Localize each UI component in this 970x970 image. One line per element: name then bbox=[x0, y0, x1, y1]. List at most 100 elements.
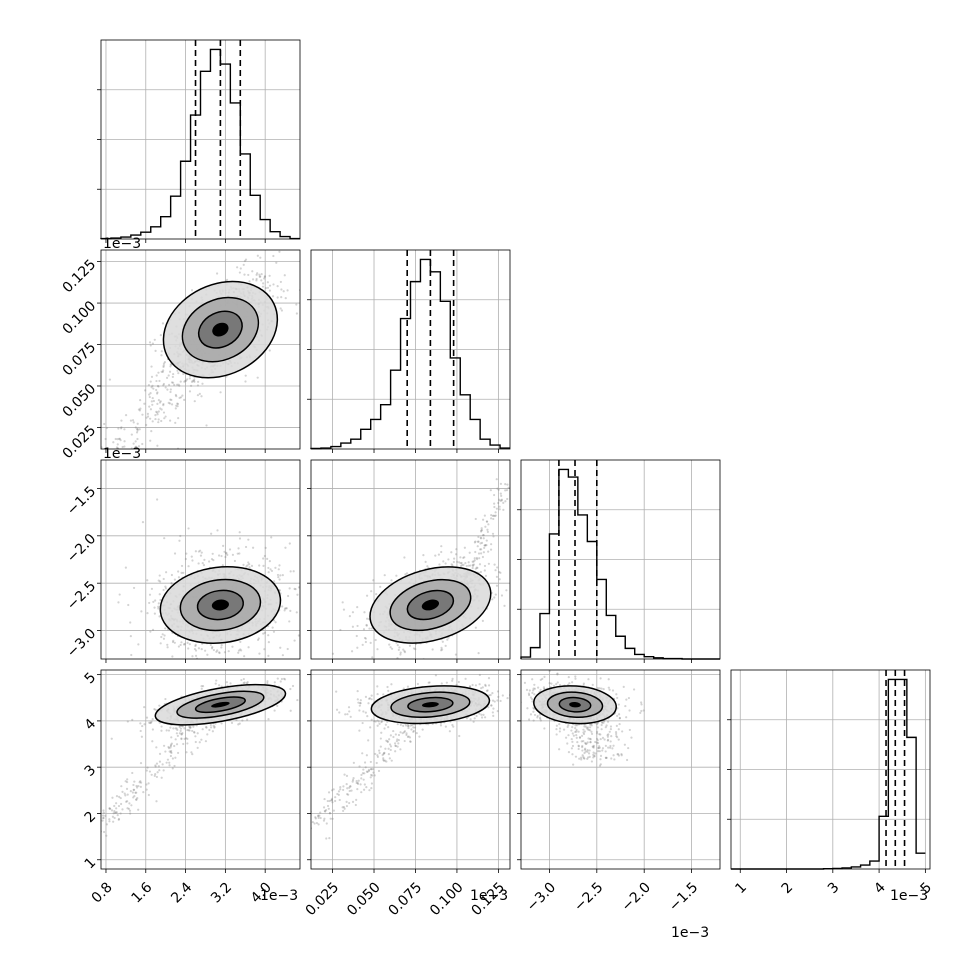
scatter-panel-r2-c1-point bbox=[499, 571, 502, 574]
scatter-panel-r3-c0-point bbox=[220, 722, 223, 725]
scatter-panel-r2-c0-point bbox=[277, 576, 280, 579]
scatter-panel-r1-c0-tail-point bbox=[196, 384, 200, 387]
scatter-panel-r2-c1-point bbox=[469, 564, 472, 567]
scatter-panel-r3-c1-point bbox=[387, 726, 390, 729]
scatter-panel-r1-c0-tail-point bbox=[157, 410, 160, 413]
scatter-panel-r2-c0-point bbox=[243, 655, 246, 658]
scatter-panel-r1-c0-tail-point bbox=[183, 398, 186, 401]
scatter-panel-r3-c1-point bbox=[384, 723, 387, 726]
scatter-panel-r3-c0-point bbox=[215, 679, 218, 682]
scatter-panel-r2-c1-point bbox=[426, 565, 429, 568]
scatter-panel-r2-c1-tail-point bbox=[497, 501, 500, 505]
scatter-panel-r2-c0-point bbox=[185, 552, 188, 555]
scatter-panel-r3-c0-tail-point bbox=[111, 796, 114, 799]
scatter-panel-r3-c0-tail-point bbox=[180, 737, 183, 740]
scatter-panel-r2-c1-tail-point bbox=[467, 564, 470, 567]
scatter-panel-r1-c0-tail-point bbox=[157, 399, 160, 402]
scatter-panel-r3-c0-tail-point bbox=[209, 723, 212, 727]
scatter-panel-r2-c0-tail-point bbox=[179, 534, 182, 538]
scatter-panel-r1-c0-tail-point bbox=[188, 377, 191, 380]
scatter-panel-r2-c0-tail-point bbox=[248, 566, 251, 569]
scatter-panel-r2-c1-point bbox=[503, 604, 506, 607]
scatter-panel-r2-c0-point bbox=[166, 646, 169, 649]
scatter-panel-r2-c1-point bbox=[369, 641, 372, 644]
scatter-panel-r3-c0-tail-point bbox=[139, 780, 142, 783]
hist-panel-3-frame bbox=[730, 669, 931, 870]
scatter-panel-r2-c0-point bbox=[250, 564, 254, 568]
scatter-panel-r3-c1-point bbox=[478, 712, 481, 715]
scatter-panel-r3-c0-tail-point bbox=[186, 737, 189, 740]
scatter-panel-r2-c1-tail-point bbox=[486, 530, 489, 534]
scatter-panel-r2-c0-tail-point bbox=[247, 561, 250, 564]
scatter-panel-r2-c0-tail-point bbox=[281, 574, 284, 577]
scatter-panel-r3-c0-tail-point bbox=[133, 780, 136, 783]
scatter-panel-r3-c0-tail-point bbox=[156, 771, 159, 774]
scatter-panel-r1-c0-tail-point bbox=[156, 411, 159, 414]
scatter-panel-r1-c0-point bbox=[148, 341, 152, 344]
scatter-panel-r2-c1-point bbox=[440, 646, 443, 649]
scatter-panel-r2-c1-tail-point bbox=[506, 483, 509, 486]
scatter-panel-r2-c1-tail-point bbox=[483, 544, 486, 547]
scatter-panel-r3-c1-point bbox=[484, 684, 487, 688]
scatter-panel-r2-c0-point bbox=[173, 641, 176, 644]
scatter-panel-r1-c0-point bbox=[268, 349, 271, 352]
scatter-panel-r1-c0-point bbox=[200, 395, 203, 398]
scatter-panel-r1-c0-tail-point bbox=[138, 409, 142, 412]
scatter-panel-r3-c0-point bbox=[279, 680, 282, 683]
scatter-panel-r2-c0-tail-point bbox=[288, 542, 291, 545]
scatter-panel-r3-c1-point bbox=[444, 725, 447, 728]
scatter-panel-r2-c1-tail-point bbox=[484, 544, 487, 547]
scatter-panel-r2-c0-tail-point bbox=[162, 588, 165, 592]
scatter-panel-r2-c0-point bbox=[294, 587, 297, 591]
scatter-panel-r1-c0-point bbox=[275, 261, 278, 264]
scatter-panel-r3-c0-grid bbox=[101, 670, 300, 869]
scatter-panel-r3-c0-tail-point bbox=[174, 727, 177, 730]
scatter-panel-r2-c1-point bbox=[482, 534, 485, 537]
scatter-panel-r2-c0-point bbox=[240, 649, 243, 652]
scatter-panel-r3-c0-point bbox=[145, 716, 149, 719]
scatter-panel-r1-c0-point bbox=[251, 270, 254, 273]
scatter-panel-r2-c0-point bbox=[257, 637, 260, 640]
scatter-panel-r3-c0-tail-point bbox=[112, 812, 115, 815]
scatter-panel-r2-c1-point bbox=[453, 557, 456, 560]
scatter-panel-r3-c0-point bbox=[308, 681, 310, 683]
scatter-panel-r2-c1-tail-point bbox=[498, 505, 501, 508]
scatter-panel-r3-c0-tail-point bbox=[109, 807, 112, 811]
scatter-panel-r3-c0-tail-point bbox=[104, 814, 107, 817]
scatter-panel-r3-c0-point bbox=[143, 706, 146, 709]
scatter-panel-r2-c1-point bbox=[440, 649, 443, 652]
scatter-panel-r1-c0-tail-point bbox=[178, 384, 181, 387]
scatter-panel-r2-c0-tail-point bbox=[297, 634, 300, 637]
scatter-panel-r3-c1-point bbox=[402, 687, 405, 690]
scatter-panel-r2-c1-point bbox=[438, 563, 441, 566]
scatter-panel-r1-c0-tail-point bbox=[146, 412, 149, 415]
scatter-panel-r3-c0-tail-point bbox=[158, 752, 162, 755]
scatter-panel-r1-c0-tail-point bbox=[120, 419, 123, 422]
scatter-panel-r1-c0-tail-point bbox=[158, 401, 162, 404]
scatter-panel-r3-c0-point bbox=[139, 729, 142, 733]
scatter-panel-r1-c0-point bbox=[280, 288, 283, 291]
scatter-panel-r2-c0-tail-point bbox=[223, 550, 226, 553]
scatter-panel-r3-c0-tail-point bbox=[170, 751, 173, 755]
scatter-panel-r3-c0-tail-point bbox=[120, 785, 123, 788]
hist-panel-2-histogram bbox=[520, 468, 720, 660]
scatter-panel-r2-c0-tail-point bbox=[170, 582, 173, 585]
scatter-panel-r2-c1-point bbox=[356, 624, 359, 628]
scatter-panel-r2-c0-point bbox=[164, 585, 167, 588]
scatter-panel-r2-c1-point bbox=[331, 652, 335, 655]
scatter-panel-r2-c1-point bbox=[372, 579, 375, 582]
scatter-panel-r1-c0-tail-point bbox=[124, 414, 128, 417]
scatter-panel-r2-c1-point bbox=[462, 556, 465, 560]
scatter-panel-r2-c1-tail-point bbox=[485, 539, 488, 542]
scatter-panel-r2-c1-point bbox=[365, 623, 368, 627]
scatter-panel-r2-c0-point bbox=[171, 655, 174, 658]
scatter-panel-r2-c1-point bbox=[495, 584, 499, 587]
scatter-panel-r2-c0-tail-point bbox=[286, 647, 289, 651]
scatter-panel-r2-c1-tail-point bbox=[507, 486, 510, 489]
scatter-panel-r3-c0-tail-point bbox=[135, 798, 138, 801]
scatter-panel-r3-c0-tail-point bbox=[137, 808, 140, 811]
scatter-panel-r3-c0-tail-point bbox=[191, 752, 194, 756]
scatter-panel-r3-c0-tail-point bbox=[101, 819, 104, 822]
scatter-panel-r2-c0-point bbox=[283, 609, 286, 612]
scatter-panel-r1-c0-tail-point bbox=[139, 398, 142, 402]
